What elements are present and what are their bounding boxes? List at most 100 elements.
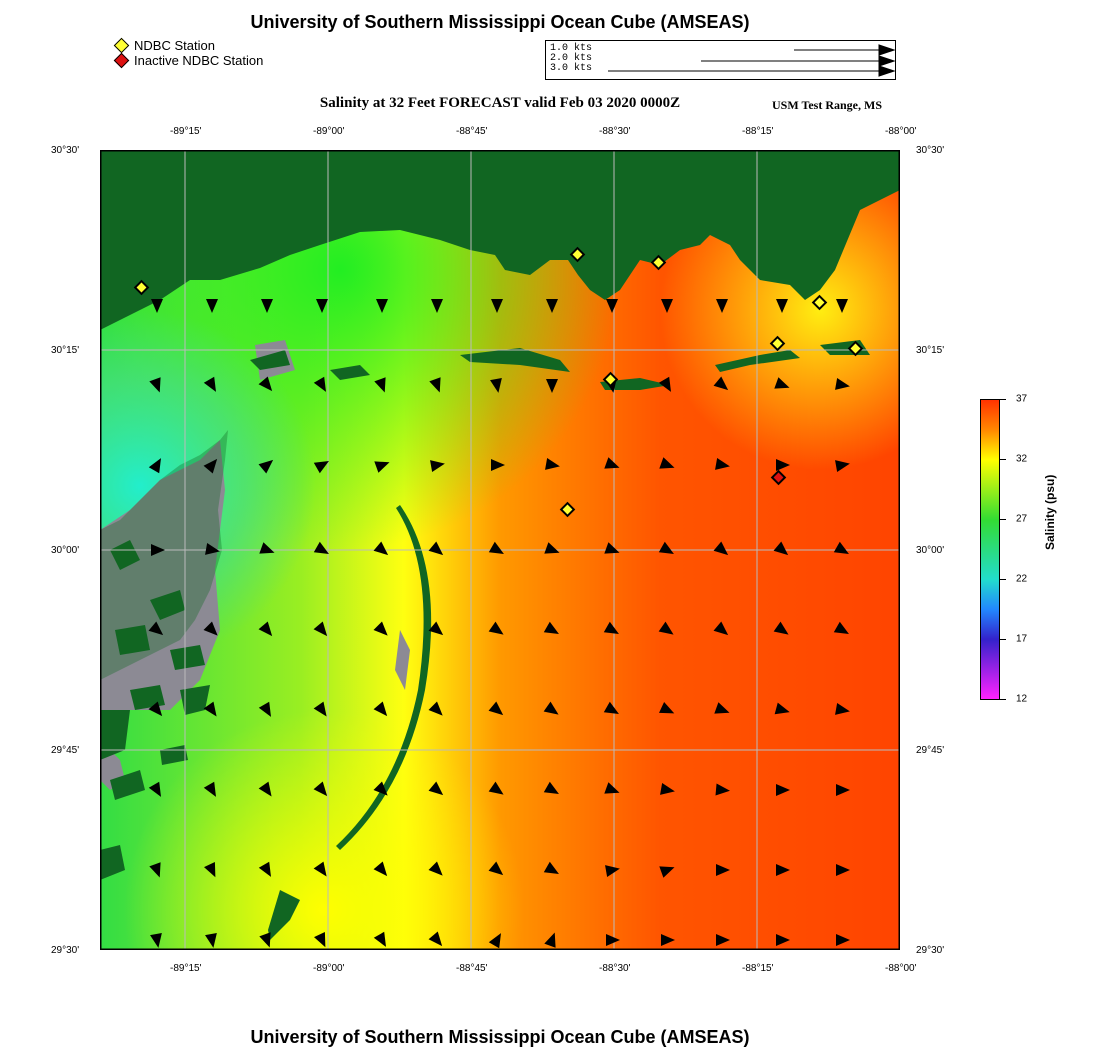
current-arrow: [203, 781, 216, 797]
bottom-axis-label: -88°00': [885, 963, 917, 974]
salinity-map[interactable]: [100, 150, 900, 950]
current-arrow: [488, 701, 504, 716]
left-axis-label: 29°30': [51, 945, 80, 956]
current-arrow: [491, 299, 503, 313]
current-arrow: [373, 781, 388, 796]
current-arrow: [606, 934, 620, 946]
current-arrow: [261, 299, 273, 313]
ndbc-station-marker[interactable]: [811, 294, 828, 311]
current-arrow: [604, 782, 620, 794]
speed-label-2: 2.0 kts: [550, 53, 593, 64]
current-arrow: [658, 621, 674, 635]
current-arrow: [835, 378, 850, 390]
top-axis-label: -88°15': [742, 126, 774, 137]
current-arrow: [661, 299, 673, 313]
top-axis-label: -88°00': [885, 126, 917, 137]
current-arrow: [203, 376, 216, 392]
current-arrow: [203, 621, 218, 636]
colorbar-title: Salinity (psu): [1043, 474, 1057, 550]
ndbc-station-marker[interactable]: [559, 501, 576, 518]
ndbc-stations[interactable]: [133, 246, 864, 518]
speed-arrows: [608, 44, 895, 77]
bottom-axis-label: -88°45': [456, 963, 488, 974]
ndbc-station-marker[interactable]: [769, 335, 786, 352]
ndbc-station-marker[interactable]: [602, 371, 619, 388]
current-arrow: [544, 542, 560, 554]
current-arrow: [544, 932, 556, 948]
current-arrow: [259, 932, 271, 948]
current-arrow: [543, 861, 559, 874]
red-diamond-icon: [113, 52, 130, 69]
current-arrow: [490, 378, 502, 393]
current-arrow: [258, 701, 271, 717]
current-arrow: [205, 933, 217, 948]
current-arrow: [543, 781, 559, 794]
map-subtitle: Salinity at 32 Feet FORECAST valid Feb 0…: [319, 95, 681, 111]
current-arrow: [774, 702, 790, 715]
current-arrow: [206, 299, 218, 313]
current-arrow: [713, 376, 729, 391]
bottom-axis-label: -88°30': [599, 963, 631, 974]
colorbar-tick: 37: [1016, 393, 1028, 405]
current-arrow: [150, 933, 162, 948]
current-arrow: [488, 541, 504, 554]
station-legend: NDBC Station Inactive NDBC Station: [112, 37, 263, 69]
current-arrow: [776, 784, 790, 796]
current-arrow: [716, 864, 730, 876]
current-arrow: [373, 541, 389, 556]
speed-label-1: 1.0 kts: [550, 43, 593, 54]
speed-label-3: 3.0 kts: [550, 63, 593, 74]
current-arrow: [661, 934, 675, 946]
current-arrow: [313, 461, 329, 474]
current-arrow: [151, 299, 163, 313]
current-arrow: [836, 299, 848, 313]
salinity-colorbar: 37 32 27 22 17 12: [980, 394, 1027, 705]
current-arrow: [203, 701, 217, 717]
right-axis-label: 30°15': [916, 345, 945, 356]
current-arrow: [660, 783, 675, 795]
current-arrow: [149, 377, 161, 393]
left-axis-label: 30°15': [51, 345, 80, 356]
ndbc-station-marker[interactable]: [650, 254, 667, 271]
current-arrow: [836, 934, 850, 946]
ndbc-station-marker[interactable]: [569, 246, 586, 263]
bottom-axis-label: -89°00': [313, 963, 345, 974]
current-arrow: [603, 621, 619, 634]
current-arrow: [428, 621, 444, 636]
left-axis-label: 29°45': [51, 745, 80, 756]
current-arrow: [428, 931, 443, 947]
right-axis-label: 29°45': [916, 745, 945, 756]
current-arrow: [716, 934, 730, 946]
ndbc-station-marker[interactable]: [133, 279, 150, 296]
colorbar-tick: 12: [1016, 693, 1028, 705]
current-arrow: [658, 541, 674, 554]
current-arrow: [428, 861, 443, 876]
top-axis-label: -89°00': [313, 126, 345, 137]
current-arrow: [259, 542, 275, 554]
current-arrow: [148, 701, 163, 717]
current-arrow: [773, 621, 789, 635]
colorbar-tick: 22: [1016, 573, 1028, 585]
current-arrow: [546, 299, 558, 313]
current-arrow: [658, 376, 671, 392]
current-arrow: [376, 299, 388, 313]
current-arrow: [543, 621, 559, 634]
inactive-ndbc-station-marker[interactable]: [770, 469, 787, 486]
current-arrow: [428, 781, 444, 796]
legend-item-active: NDBC Station: [112, 37, 263, 54]
current-arrow: [313, 541, 329, 554]
current-arrow: [776, 459, 790, 471]
current-arrow: [715, 783, 730, 796]
legend-label-active: NDBC Station: [134, 38, 215, 53]
current-arrow: [428, 701, 443, 716]
current-arrow: [313, 781, 328, 797]
ndbc-station-marker[interactable]: [847, 340, 864, 357]
top-axis-label: -89°15': [170, 126, 202, 137]
current-arrow: [776, 299, 788, 313]
current-arrow: [659, 866, 675, 878]
right-axis-label: 30°00': [916, 545, 945, 556]
current-arrow: [603, 701, 619, 714]
current-arrow: [148, 621, 164, 636]
current-arrow: [258, 861, 271, 877]
current-arrow: [604, 542, 620, 554]
